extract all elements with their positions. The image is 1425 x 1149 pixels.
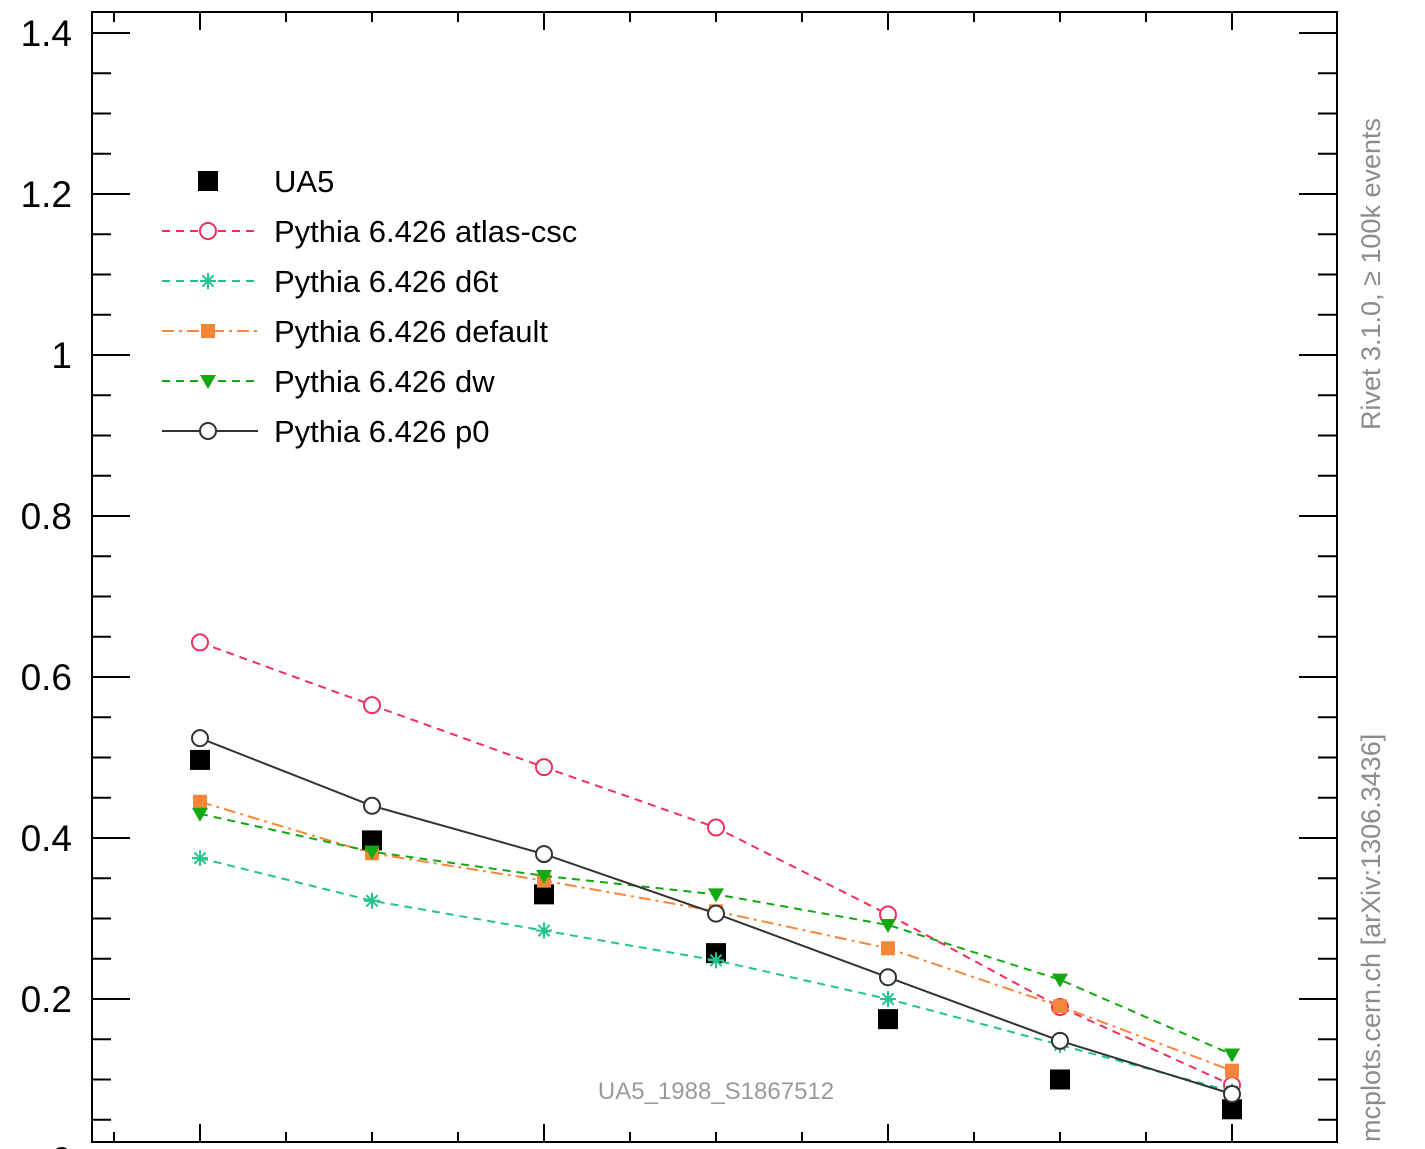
legend-marker [201, 324, 215, 338]
data-point [192, 807, 208, 822]
legend-marker [199, 422, 217, 440]
data-point [880, 991, 896, 1007]
legend: UA5 Pythia 6.426 atlas-csc Pythia 6.426 d6… [162, 164, 577, 449]
data-point [1050, 1069, 1070, 1090]
axes: 0 0.2 0.4 0.6 0.8 1 1.2 1.4 [21, 12, 1337, 1149]
data-point [536, 922, 552, 939]
y-tick-label: 1.2 [21, 174, 72, 215]
legend-marker [199, 222, 217, 240]
data-point [881, 941, 895, 956]
plot-frame [91, 11, 1338, 1143]
legend-marker [200, 273, 216, 289]
legend-label: UA5 [274, 164, 334, 199]
legend-marker [200, 375, 216, 389]
series-4 [192, 807, 1240, 1063]
legend-label: Pythia 6.426 default [274, 314, 548, 349]
analysis-label: UA5_1988_S1867512 [598, 1078, 834, 1105]
data-point [1051, 1031, 1069, 1050]
legend-label: Pythia 6.426 atlas-csc [274, 214, 577, 249]
data-point [192, 850, 208, 867]
data-point [1223, 1084, 1241, 1103]
y-tick-label: 0.4 [21, 818, 72, 859]
data-point [535, 845, 553, 864]
data-point [364, 892, 380, 909]
legend-entry: Pythia 6.426 default [162, 314, 548, 349]
data-point [1052, 973, 1068, 988]
data-point [536, 869, 552, 884]
legend-entry: Pythia 6.426 p0 [162, 414, 489, 449]
legend-entry: Pythia 6.426 atlas-csc [162, 214, 577, 249]
data-point [1222, 1099, 1242, 1120]
legend-entry: Pythia 6.426 d6t [162, 264, 498, 299]
data-point [880, 918, 896, 933]
legend-entry: UA5 [198, 164, 334, 199]
data-point [1053, 999, 1067, 1014]
data-point [1224, 1048, 1240, 1063]
source-label: mcplots.cern.ch [arXiv:1306.3436] [1356, 734, 1386, 1142]
data-point [707, 904, 725, 923]
data-point [535, 758, 553, 777]
legend-label: Pythia 6.426 p0 [274, 414, 489, 449]
data-point [707, 818, 725, 837]
legend-marker [198, 171, 218, 191]
data-point [191, 729, 209, 748]
legend-label: Pythia 6.426 d6t [274, 264, 498, 299]
legend-label: Pythia 6.426 dw [274, 364, 495, 399]
data-point [191, 633, 209, 652]
y-tick-label: 0.6 [21, 657, 72, 698]
data-point [363, 696, 381, 715]
data-point [364, 845, 380, 860]
data-point [1225, 1063, 1239, 1078]
data-point [362, 830, 382, 851]
data-point [879, 968, 897, 987]
rivet-label: Rivet 3.1.0, ≥ 100k events [1356, 118, 1386, 430]
y-tick-label: 0 [51, 1140, 72, 1149]
data-point [193, 794, 207, 809]
series-layer [190, 633, 1242, 1120]
y-tick-label: 1 [51, 335, 72, 376]
data-point [534, 884, 554, 905]
series-5 [191, 729, 1241, 1103]
data-point [708, 888, 724, 903]
y-tick-label: 1.4 [21, 13, 72, 54]
y-tick-label: 0.2 [21, 979, 72, 1020]
y-tick-label: 0.8 [21, 496, 72, 537]
data-point [190, 749, 210, 770]
legend-entry: Pythia 6.426 dw [162, 364, 495, 399]
data-point [363, 796, 381, 815]
data-point [878, 1009, 898, 1030]
data-point [708, 952, 724, 969]
